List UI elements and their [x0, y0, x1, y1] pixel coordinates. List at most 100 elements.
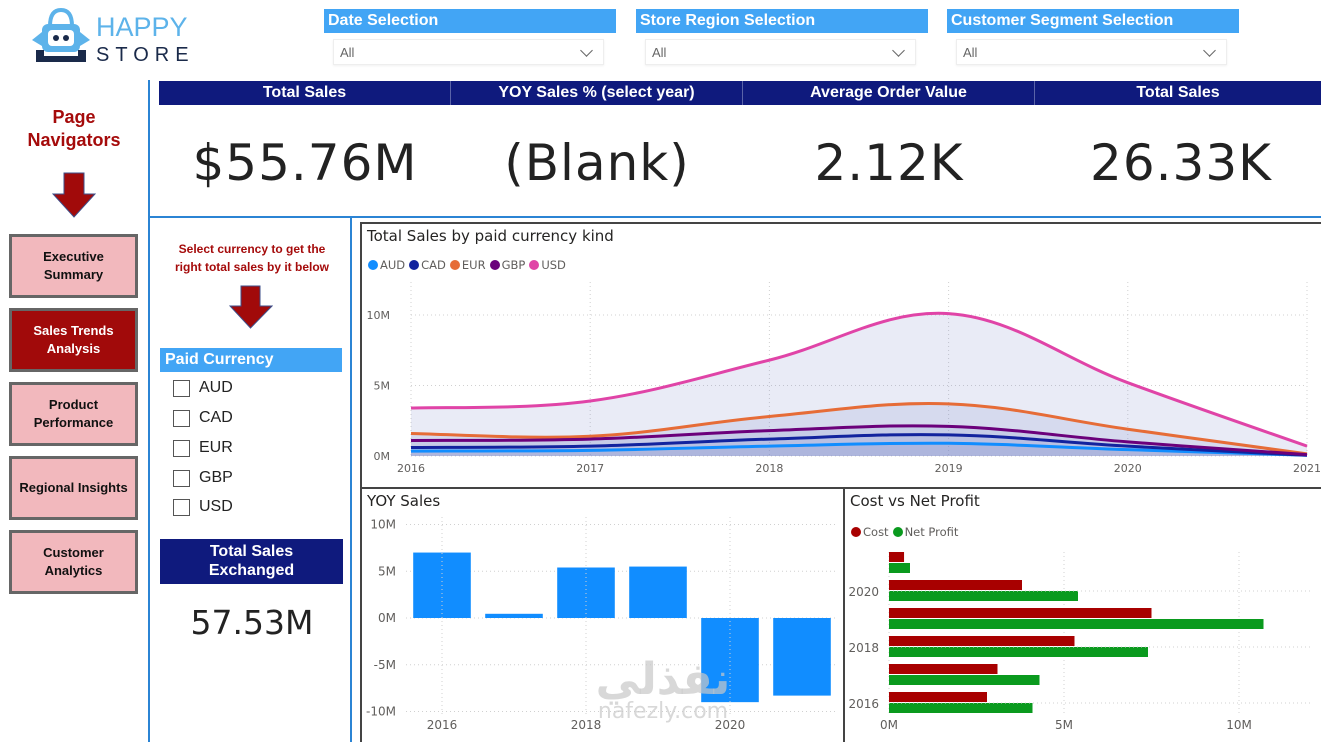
y-tick-label: 5M: [374, 380, 391, 393]
nav-sales-trends-analysis-button[interactable]: Sales Trends Analysis: [9, 308, 138, 372]
x-tick-label: 10M: [1226, 718, 1252, 732]
slicer-title: Customer Segment Selection: [947, 9, 1239, 33]
y-tick-label: 2016: [848, 697, 879, 711]
x-tick-label: 2020: [715, 718, 746, 732]
nav-product-performance-button[interactable]: Product Performance: [9, 382, 138, 446]
y-tick-label: -10M: [366, 705, 396, 719]
legend-item-usd[interactable]: USD: [529, 258, 566, 272]
nav-label: Customer: [43, 545, 104, 560]
nav-regional-insights-button[interactable]: Regional Insights: [9, 456, 138, 520]
bar-cost-2018: [889, 636, 1075, 646]
date-selection-dropdown[interactable]: All: [333, 39, 604, 65]
bar-cost-2017: [889, 664, 998, 674]
option-label: AUD: [199, 379, 233, 396]
bar-net-profit-2020: [889, 591, 1078, 601]
nav-label: Regional Insights: [19, 480, 128, 495]
series-line-usd: [410, 311, 1308, 448]
nav-executive-summary-button[interactable]: Executive Summary: [9, 234, 138, 298]
y-tick-label: 0M: [378, 611, 396, 625]
legend-dot-icon: [449, 260, 460, 270]
yoy-bar-2018: [557, 567, 615, 618]
currency-option-eur[interactable]: EUR: [173, 438, 233, 458]
kpi-header-average-order-value: Average Order Value: [743, 81, 1035, 105]
arrow-down-icon: [229, 285, 273, 329]
checkbox[interactable]: [173, 409, 190, 427]
logo-word-happy: HAPPY: [96, 12, 188, 42]
nav-label: Summary: [43, 267, 104, 282]
hint-line: Select currency to get the: [178, 242, 326, 256]
x-tick-label: 2018: [755, 462, 783, 475]
legend-label: GBP: [501, 258, 526, 272]
checkbox[interactable]: [173, 439, 190, 457]
option-label: GBP: [199, 469, 233, 486]
bar-net-profit-2019: [889, 619, 1264, 629]
legend-label: EUR: [461, 258, 486, 272]
bar-cost-2020: [889, 580, 1022, 590]
chevron-down-icon: [1203, 44, 1216, 57]
legend-item-eur[interactable]: EUR: [449, 258, 486, 272]
y-tick-label: 2018: [848, 641, 879, 655]
legend-item-cad[interactable]: CAD: [409, 258, 446, 272]
y-tick-label: 0M: [374, 450, 391, 463]
paid-currency-slicer-title: Paid Currency: [160, 348, 342, 372]
checkbox[interactable]: [173, 379, 190, 397]
series-line-aud: [410, 441, 1308, 457]
currency-option-cad[interactable]: CAD: [173, 408, 233, 428]
date-selection-slicer: Date Selection All: [324, 9, 616, 65]
yoy-bar-2019: [629, 566, 687, 618]
x-tick-label: 2020: [1114, 462, 1142, 475]
series-line-eur: [410, 402, 1308, 456]
bar-net-profit-2021: [889, 563, 910, 573]
checkbox[interactable]: [173, 498, 190, 516]
yoy-bar-2021: [773, 618, 831, 696]
x-tick-label: 2016: [427, 718, 458, 732]
currency-option-aud[interactable]: AUD: [173, 378, 233, 398]
x-tick-label: 2019: [935, 462, 963, 475]
store-region-dropdown[interactable]: All: [645, 39, 916, 65]
option-label: CAD: [199, 409, 233, 426]
nav-customer-analytics-button[interactable]: Customer Analytics: [9, 530, 138, 594]
nav-label: Analytics: [44, 563, 103, 578]
chart-title: Cost vs Net Profit: [850, 492, 980, 510]
chevron-down-icon: [892, 44, 905, 57]
panel-divider: [350, 216, 352, 742]
checkbox[interactable]: [173, 469, 190, 487]
legend-dot-icon: [489, 260, 500, 270]
customer-segment-dropdown[interactable]: All: [956, 39, 1227, 65]
legend-item-aud[interactable]: AUD: [368, 258, 405, 272]
area-fill-aud: [411, 443, 1307, 456]
x-tick-label: 2021: [1293, 462, 1321, 475]
nav-label: Analysis: [46, 341, 101, 356]
currency-option-usd[interactable]: USD: [173, 497, 233, 517]
yoy-bar-plot: 10M 5M 0M -5M -10M 2016 2018 2020: [366, 517, 838, 732]
kpi-divider: [148, 216, 1321, 218]
legend-item-net-profit[interactable]: Net Profit: [892, 525, 958, 539]
nav-title-line2: Navigators: [27, 130, 121, 150]
bar-net-profit-2016: [889, 703, 1033, 713]
dropdown-value: All: [963, 45, 978, 60]
total-sales-exchanged-header: Total Sales Exchanged: [160, 539, 343, 584]
legend-item-cost[interactable]: Cost: [851, 525, 889, 539]
currency-hint-text: Select currency to get the right total s…: [160, 240, 344, 276]
y-tick-label: 10M: [367, 309, 391, 322]
kpi-value-total-sales: $55.76M: [192, 134, 418, 192]
kpi-value-average-order-value: 2.12K: [814, 134, 964, 192]
x-tick-label: 0M: [880, 718, 898, 732]
logo-word-store: STORE: [96, 44, 195, 66]
chart-legend: AUD CAD EUR GBP USD: [368, 258, 570, 272]
dropdown-value: All: [340, 45, 355, 60]
currency-option-gbp[interactable]: GBP: [173, 468, 233, 488]
legend-dot-icon: [529, 260, 540, 270]
legend-label: CAD: [421, 258, 446, 272]
nav-label: Product: [48, 397, 99, 412]
header-line: Total Sales: [209, 543, 294, 560]
store-region-selection-slicer: Store Region Selection All: [636, 9, 928, 65]
legend-item-gbp[interactable]: GBP: [489, 258, 526, 272]
legend-label: USD: [541, 258, 566, 272]
bar-cost-2021: [889, 552, 905, 562]
x-tick-label: 2018: [571, 718, 602, 732]
chart-legend: Cost Net Profit: [851, 525, 962, 539]
kpi-header-total-sales: Total Sales: [159, 81, 451, 105]
legend-label: Cost: [863, 525, 889, 539]
kpi-value-total-sales-count: 26.33K: [1090, 134, 1272, 192]
